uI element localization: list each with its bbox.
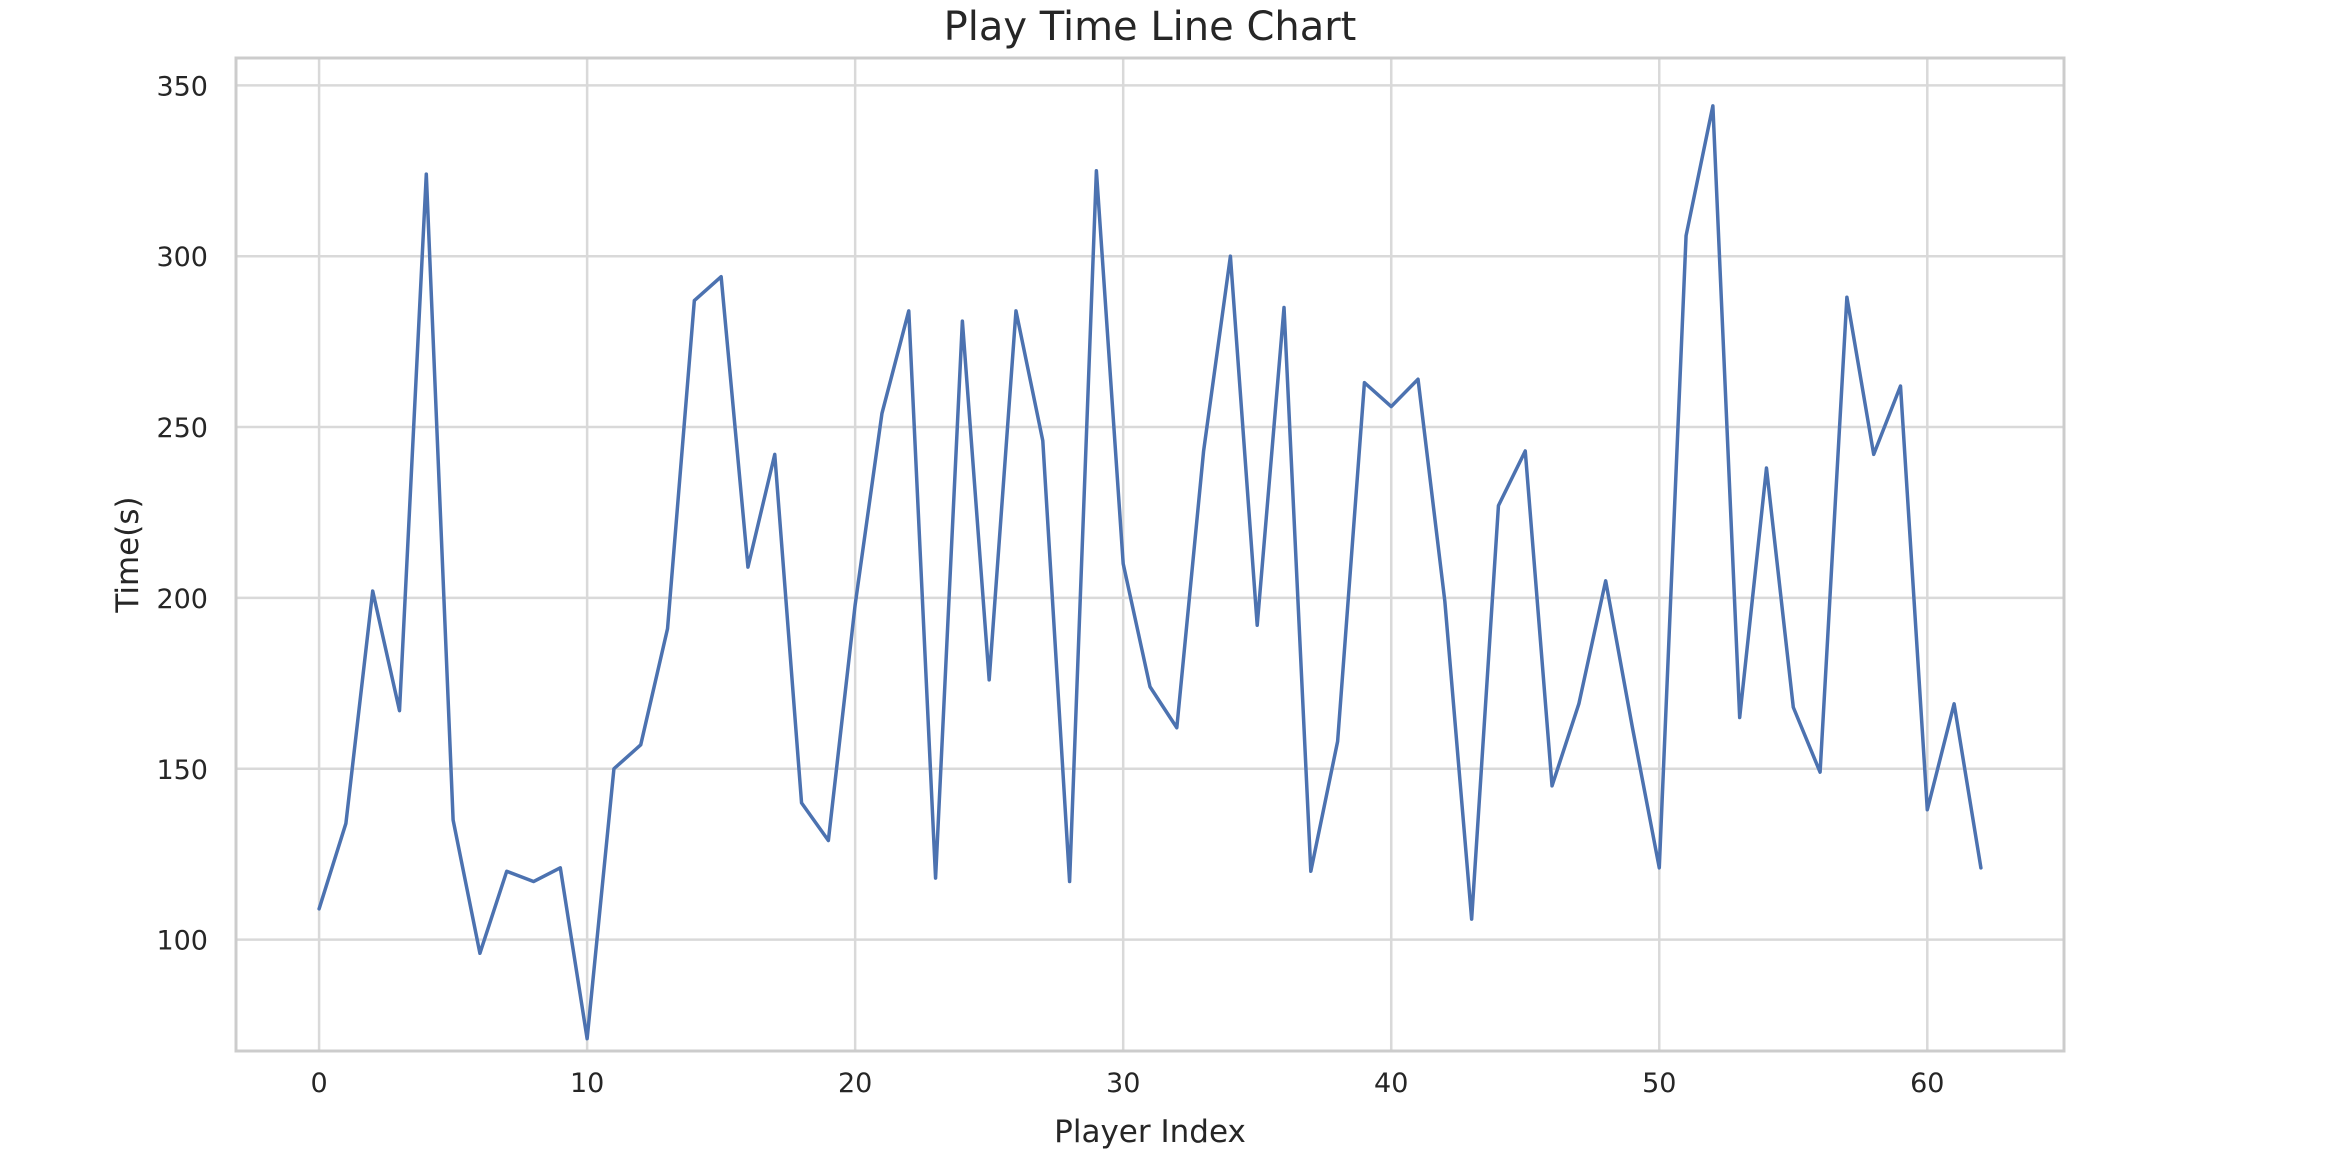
series-line	[317, 104, 1983, 1041]
y-tick-labels: 100 150 200 250 300 350	[156, 71, 208, 956]
y-tick-label: 200	[156, 584, 208, 615]
x-tick-label: 40	[1374, 1068, 1408, 1099]
y-axis-label: Time(s)	[110, 496, 146, 613]
plot-frame	[234, 56, 2066, 1053]
x-tick-label: 30	[1106, 1068, 1140, 1099]
y-tick-label: 100	[156, 926, 208, 957]
x-tick-label: 60	[1910, 1068, 1944, 1099]
x-tick-label: 20	[838, 1068, 872, 1099]
x-tick-label: 50	[1642, 1068, 1676, 1099]
x-tick-labels: 0 10 20 30 40 50 60	[310, 1068, 1944, 1099]
x-tick-label: 0	[310, 1068, 327, 1099]
chart-title: Play Time Line Chart	[944, 4, 1357, 50]
y-tick-label: 350	[156, 71, 208, 102]
grid-lines	[236, 58, 2064, 1051]
y-tick-label: 150	[156, 755, 208, 786]
series-group	[317, 104, 1983, 1041]
x-tick-label: 10	[570, 1068, 604, 1099]
y-tick-label: 250	[156, 413, 208, 444]
x-axis-label: Player Index	[1054, 1114, 1246, 1150]
y-tick-label: 300	[156, 242, 208, 273]
